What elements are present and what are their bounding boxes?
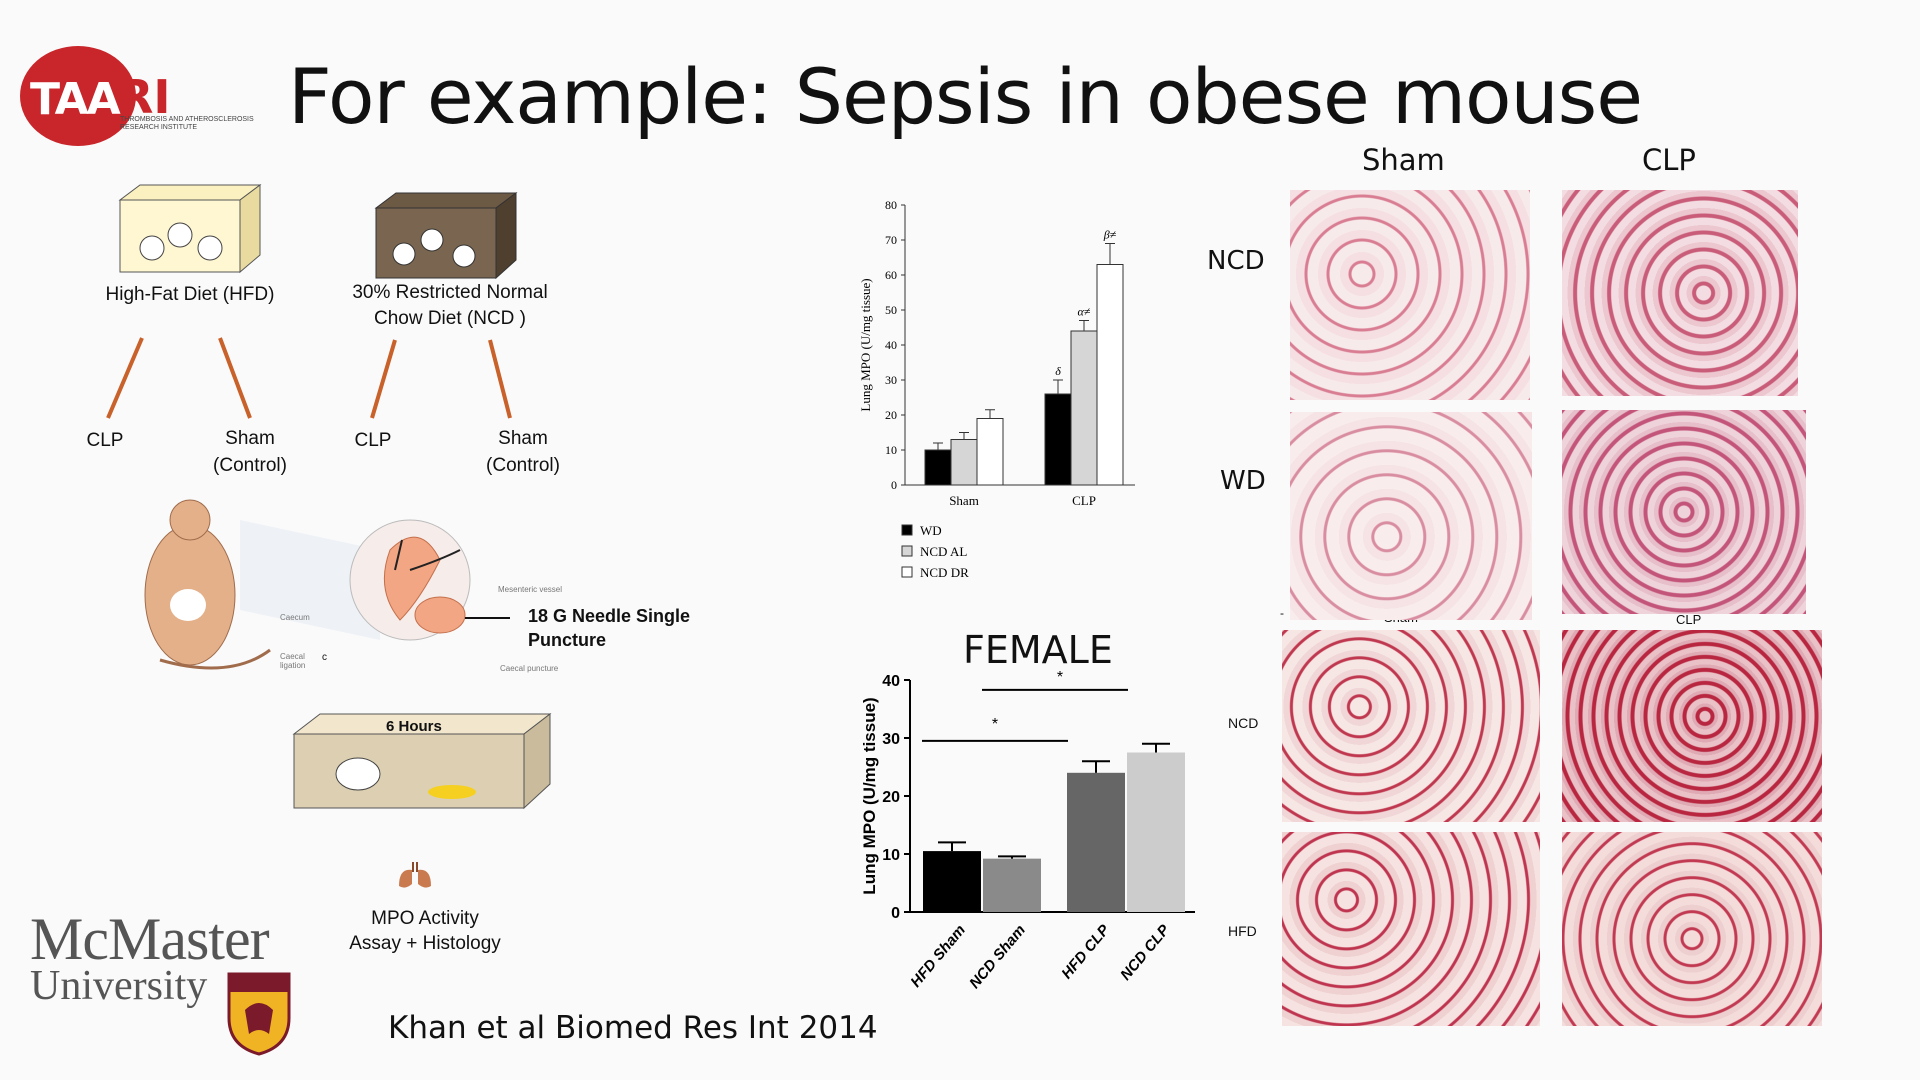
mcmaster-crest-icon [227,972,291,1056]
significance-star: * [1057,669,1063,686]
legend-swatch [901,524,913,536]
surgery-illustration [144,499,510,670]
histology-panel-wd-sham [1290,412,1532,620]
y-tick-label: 10 [882,847,900,864]
legend-label: NCD AL [920,544,967,559]
y-tick-label: 30 [885,373,897,387]
lungs-icon [399,862,431,888]
histo-col-clp: CLP [1642,143,1696,177]
hfd-sham-label: Sham [225,428,275,449]
histo-row-hfd: HFD [1228,923,1257,939]
histology-panel-ncd-sham [1290,190,1530,400]
ncd-clp-label: CLP [354,430,392,451]
legend-label: WD [920,523,942,538]
hfd-cage-icon [118,184,262,274]
y-tick-label: 0 [891,905,900,922]
bar [1067,772,1125,912]
ncd-sham-label: Sham [498,428,548,449]
caecal-ligation-label: Caecal ligation [280,652,306,670]
y-tick-label: 70 [885,233,897,247]
y-axis-label: Lung MPO (U/mg tissue) [860,697,879,894]
y-tick-label: 10 [885,443,897,457]
x-tick-label: Sham [949,493,979,508]
hfd-sham-control-label: (Control) [213,455,287,476]
bar [950,439,978,486]
bar [1127,752,1185,912]
slide-title: For example: Sepsis in obese mouse [288,52,1643,141]
needle-label-2: Puncture [528,630,607,650]
histology-panel-hfd-sham [1282,832,1540,1026]
significance-star: * [992,716,998,733]
histo-row-ncd: NCD [1207,246,1265,276]
female-chart-title: FEMALE [963,628,1113,672]
university-wordmark: University [30,963,208,1009]
legend-swatch [901,545,913,557]
legend-swatch [901,566,913,578]
y-tick-label: 20 [885,408,897,422]
ncd-cage-icon [374,192,518,280]
bar [924,449,952,486]
y-tick-label: 0 [891,478,897,492]
y-tick-label: 50 [885,303,897,317]
bar [923,851,981,912]
histo-small-mark: - [1280,606,1284,620]
taari-logo-subtitle: THROMBOSIS AND ATHEROSCLEROSIS RESEARCH … [120,116,254,131]
legend-label: NCD DR [920,565,969,580]
x-tick-label: HFD Sham [907,922,969,991]
significance-annotation: δ [1055,364,1061,378]
taari-logo-ri: RI [118,70,171,124]
bar [983,858,1041,912]
ncd-label-1: 30% Restricted Normal [352,282,548,303]
mesenteric-label: Mesenteric vessel [498,585,563,594]
taari-logo-text: TAA [30,74,121,125]
caecum-label: Caecum [280,613,310,622]
needle-label-1: 18 G Needle Single [528,606,691,626]
histology-panel-ncd-clp-2 [1562,630,1822,822]
chart-lung-mpo-male: 0 10 20 30 40 50 60 70 80 Lung MPO (U/mg tissue) S… [858,198,1135,580]
citation: Khan et al Biomed Res Int 2014 [388,1010,878,1046]
histo-row-ncd-2: NCD [1228,715,1259,731]
taari-logo [20,46,136,146]
six-hours-cage-icon [292,712,552,810]
caecal-puncture-label: Caecal puncture [500,664,559,673]
histology-panel-wd-clp [1562,410,1806,614]
y-tick-label: 40 [885,338,897,352]
hfd-label: High-Fat Diet (HFD) [105,284,275,305]
hfd-clp-label: CLP [86,430,124,451]
x-tick-label: NCD CLP [1117,921,1174,984]
y-tick-label: 40 [882,673,900,690]
mcmaster-wordmark: McMaster [30,906,270,972]
significance-annotation: α≠ [1078,305,1091,319]
histo-col-clp-2: CLP [1676,612,1702,627]
histology-panel-ncd-sham-2 [1282,630,1540,822]
y-tick-label: 20 [882,789,900,806]
y-tick-label: 60 [885,268,897,282]
branch-lines [106,337,512,419]
y-axis-label: Lung MPO (U/mg tissue) [858,278,873,411]
bar [1070,330,1098,486]
bar [1044,393,1072,486]
six-hours-label: 6 Hours [386,718,442,735]
bar [976,418,1004,486]
histology-panel-hfd-clp [1562,832,1822,1026]
x-tick-label: CLP [1072,493,1096,508]
c-mark: c [322,652,327,663]
histo-row-wd: WD [1220,466,1266,496]
bar [1096,264,1124,486]
histology-panel-ncd-clp [1562,190,1798,396]
x-tick-label: HFD CLP [1058,921,1113,982]
assay-label-1: MPO Activity [371,908,479,929]
ncd-label-2: Chow Diet (NCD ) [373,308,527,329]
assay-label-2: Assay + Histology [349,933,501,954]
significance-annotation: β≠ [1103,228,1117,242]
histo-col-sham: Sham [1362,143,1445,177]
ncd-sham-control-label: (Control) [486,455,560,476]
x-tick-label: NCD Sham [966,922,1029,992]
y-tick-label: 30 [882,731,900,748]
y-tick-label: 80 [885,198,897,212]
